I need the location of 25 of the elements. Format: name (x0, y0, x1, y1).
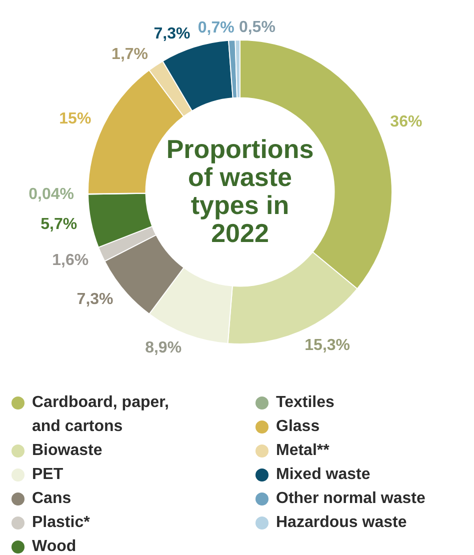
legend-label: Plastic* (32, 514, 91, 531)
data-label: 1,6% (52, 252, 89, 270)
legend-label: Hazardous waste (276, 514, 407, 531)
data-label: 5,7% (40, 216, 78, 233)
data-label: 1,7% (112, 46, 148, 63)
data-label: 7,3% (154, 26, 190, 43)
data-label: 15% (59, 110, 92, 128)
legend-label: Cans (32, 490, 72, 507)
data-label: 7,3% (76, 291, 114, 308)
data-label: 36% (390, 113, 422, 130)
data-label: 0,7% (198, 20, 234, 37)
legend-label: Biowaste (32, 442, 102, 459)
legend-label: Mixed waste (276, 466, 370, 483)
legend-label: Cardboard, paper, and cartons (32, 394, 169, 435)
text: Proportions of waste types in 2022 (166, 134, 314, 248)
legend-label: Glass (276, 418, 320, 435)
legend-label: PET (32, 466, 64, 483)
legend-label: Metal** (276, 442, 330, 459)
legend-label: Textiles (276, 394, 334, 411)
legend-label: Other normal waste (276, 490, 426, 507)
data-label: 8,9% (145, 339, 182, 356)
data-label: 15,3% (304, 336, 350, 354)
data-label: 0,04% (28, 186, 74, 204)
legend-label: Wood (32, 538, 76, 555)
data-label: 0,5% (238, 18, 276, 36)
